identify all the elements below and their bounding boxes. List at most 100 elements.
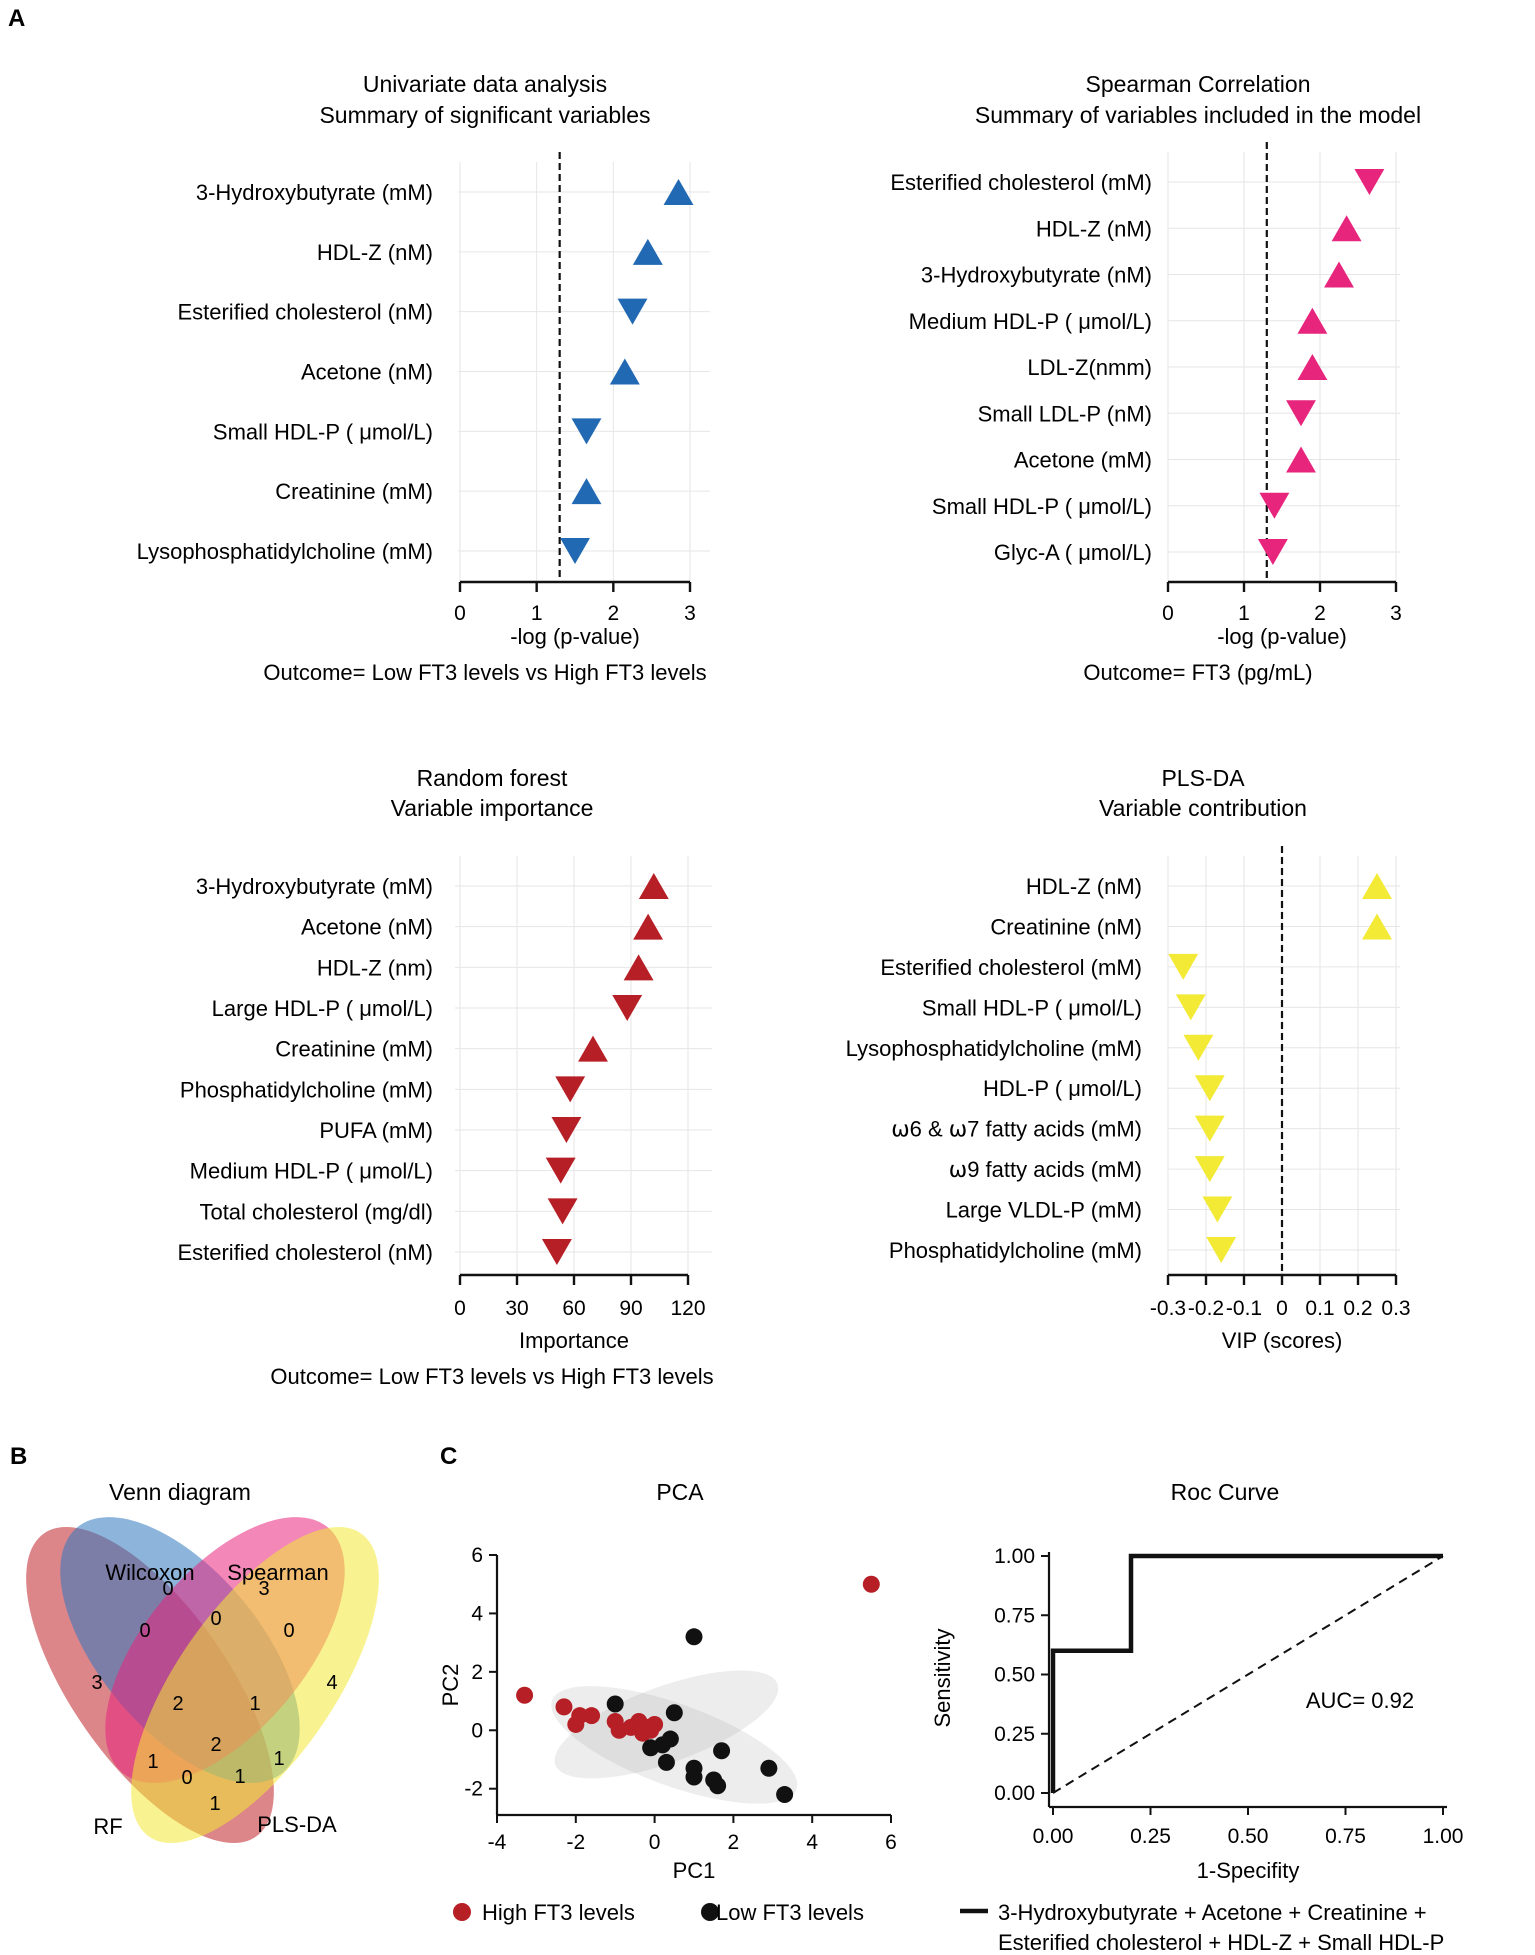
venn-region-rf-wilcoxon-spearman: 2: [172, 1693, 183, 1715]
variable-label: Glyc-A ( μmol/L): [994, 540, 1152, 565]
data-point-triangle: [612, 995, 643, 1021]
legend-marker-low: [701, 1903, 719, 1921]
x-tick-label: 1: [531, 602, 543, 625]
venn-label-spearman: Spearman: [227, 1560, 329, 1585]
x-tick-label: -0.1: [1226, 1297, 1262, 1320]
data-point-triangle: [1194, 1075, 1225, 1102]
confidence-ellipse: [554, 1670, 779, 1779]
variable-label: Esterified cholesterol (nM): [177, 300, 433, 325]
data-point-triangle: [571, 478, 602, 505]
pca-point: [776, 1786, 794, 1804]
panel-label-b: B: [10, 1443, 27, 1470]
data-point-triangle: [1354, 169, 1385, 195]
roc-curve-line: [1050, 1553, 1443, 1793]
x-tick-label: -0.2: [1188, 1297, 1224, 1320]
data-point-triangle: [555, 1076, 586, 1103]
x-tick-label: -0.3: [1150, 1297, 1186, 1320]
chart-title-line-1: Spearman Correlation: [1085, 71, 1310, 97]
chart-title-line-2: Variable importance: [391, 795, 594, 821]
data-point-triangle: [551, 1117, 582, 1143]
legend-label-low: Low FT3 levels: [716, 1900, 864, 1925]
pca-point: [646, 1715, 664, 1733]
x-tick-label: 120: [670, 1297, 705, 1320]
y-tick-label: 0.75: [994, 1604, 1035, 1627]
data-point-triangle: [1257, 539, 1288, 565]
x-tick-label: 30: [505, 1297, 528, 1320]
auc-annotation: AUC= 0.92: [1306, 1688, 1414, 1713]
panel-label-a: A: [8, 5, 25, 32]
data-point-triangle: [541, 1239, 572, 1265]
x-tick-label: 0.50: [1228, 1825, 1269, 1848]
variable-label: Creatinine (mM): [275, 479, 433, 504]
legend-label-line-1: 3-Hydroxybutyrate + Acetone + Creatinine…: [998, 1900, 1427, 1925]
venn-region-wilcoxon-only: 0: [162, 1578, 173, 1600]
chart-title-line-2: Summary of significant variables: [319, 102, 650, 128]
pca-title: PCA: [656, 1479, 704, 1505]
outcome-caption: Outcome= FT3 (pg/mL): [1083, 660, 1312, 685]
y-axis-title: PC2: [438, 1664, 463, 1707]
x-tick-label: 0: [1276, 1297, 1288, 1320]
variable-label: Acetone (nM): [301, 915, 433, 940]
data-point-triangle: [1168, 953, 1199, 980]
x-tick-label: 0.1: [1305, 1297, 1334, 1320]
y-tick-label: 2: [471, 1661, 483, 1684]
variable-label: Small HDL-P ( μmol/L): [932, 494, 1152, 519]
x-axis-title: 1-Specifity: [1197, 1858, 1300, 1883]
x-axis-title: VIP (scores): [1222, 1328, 1343, 1353]
x-tick-label: -2: [566, 1831, 585, 1854]
venn-region-wilcoxon-spearman: 0: [210, 1608, 221, 1630]
y-tick-label: 6: [471, 1544, 483, 1567]
pca-point: [657, 1753, 675, 1771]
variable-label: Esterified cholesterol (mM): [880, 955, 1142, 980]
variable-label: Phosphatidylcholine (mM): [889, 1238, 1142, 1263]
x-tick-label: 1: [1238, 602, 1250, 625]
data-point-triangle: [571, 418, 602, 445]
variable-label: Medium HDL-P ( μmol/L): [190, 1159, 433, 1184]
variable-label: Acetone (mM): [1014, 448, 1152, 473]
variable-label: Medium HDL-P ( μmol/L): [909, 309, 1152, 334]
x-axis-title: PC1: [673, 1858, 716, 1883]
venn-region-wilcoxon-spearman-plsda: 1: [249, 1693, 260, 1715]
chart-title-line-1: Random forest: [417, 765, 568, 791]
x-axis-title: -log (p-value): [510, 624, 640, 649]
data-point-triangle: [1202, 1196, 1233, 1223]
spearman-chart: Spearman Correlation Summary of variables…: [890, 71, 1421, 685]
panel-label-c: C: [440, 1443, 457, 1470]
y-tick-label: 0.50: [994, 1664, 1035, 1687]
data-point-triangle: [623, 954, 654, 981]
variable-label: Creatinine (nM): [990, 914, 1142, 939]
variable-label: Lysophosphatidylcholine (mM): [137, 539, 433, 564]
x-tick-label: 2: [728, 1831, 740, 1854]
x-tick-label: 3: [1390, 602, 1402, 625]
data-point-triangle: [1331, 215, 1362, 242]
data-point-triangle: [545, 1157, 576, 1184]
pca-point: [634, 1724, 652, 1742]
x-tick-label: 0: [649, 1831, 661, 1854]
variable-label: Small HDL-P ( μmol/L): [213, 419, 433, 444]
x-tick-label: 0.2: [1343, 1297, 1372, 1320]
venn-region-rf-wilcoxon: 0: [139, 1620, 150, 1642]
venn-label-wilcoxon: Wilcoxon: [105, 1560, 194, 1585]
data-point-triangle: [1286, 446, 1316, 473]
variable-label: 3-Hydroxybutyrate (nM): [921, 263, 1152, 288]
pca-point: [661, 1730, 679, 1748]
x-tick-label: -4: [488, 1831, 507, 1854]
venn-region-rf-plsda: 1: [209, 1793, 220, 1815]
roc-chart: Roc Curve 0.00 0.25 0.50 0.75 1.00 0.00 0.25 0.5…: [930, 1479, 1463, 1955]
pca-point: [862, 1575, 880, 1593]
venn-region-all: 2: [210, 1734, 221, 1756]
chart-title-line-1: PLS-DA: [1161, 765, 1245, 791]
x-tick-label: 2: [607, 602, 619, 625]
legend-label-high: High FT3 levels: [482, 1900, 635, 1925]
data-point-triangle: [609, 358, 640, 385]
chart-title-line-2: Summary of variables included in the mod…: [975, 102, 1421, 128]
y-tick-label: 0.25: [994, 1723, 1035, 1746]
x-tick-label: 4: [806, 1831, 818, 1854]
pca-point: [555, 1698, 573, 1716]
variable-label: PUFA (mM): [319, 1118, 433, 1143]
y-tick-label: 0.00: [994, 1782, 1035, 1805]
pca-point: [685, 1768, 703, 1786]
venn-region-rf-only: 3: [91, 1672, 102, 1694]
x-tick-label: 3: [684, 602, 696, 625]
y-axis-title: Sensitivity: [930, 1628, 955, 1727]
